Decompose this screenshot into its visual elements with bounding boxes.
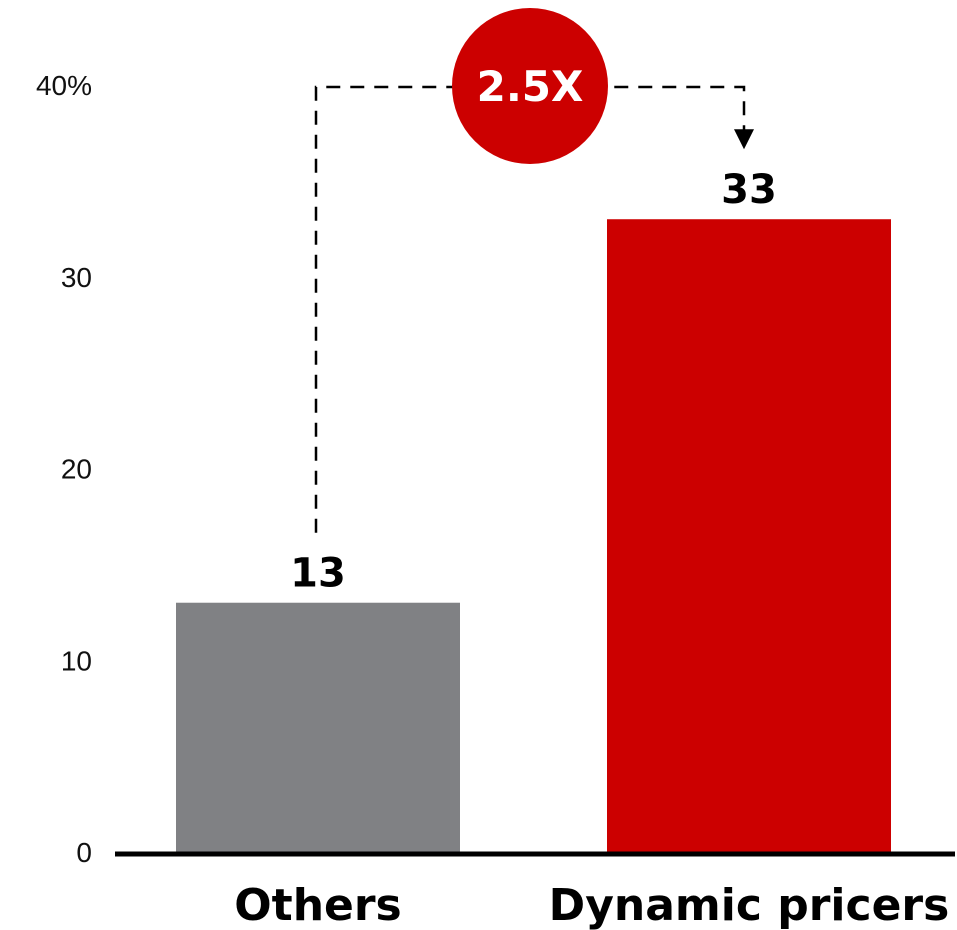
value-label: 13: [290, 551, 346, 597]
bar-dynamic-pricers: [607, 219, 891, 853]
multiplier-badge: [452, 8, 608, 164]
category-labels: Others Dynamic pricers: [234, 880, 949, 930]
category-label: Others: [234, 880, 402, 930]
category-label: Dynamic pricers: [549, 880, 950, 930]
multiplier-badge-label: 2.5X: [477, 62, 584, 111]
y-tick-label: 30: [61, 262, 92, 293]
bar-others: [176, 602, 460, 852]
arrow-down-icon: [734, 129, 754, 150]
y-axis-ticks: 0 10 20 30 40%: [36, 70, 92, 868]
y-tick-label: 40%: [36, 70, 92, 101]
bars: [176, 219, 891, 853]
comparison-annotation: 2.5X: [314, 8, 754, 533]
y-tick-label: 0: [76, 837, 92, 868]
value-labels: 13 33: [290, 167, 777, 596]
y-tick-label: 10: [61, 645, 92, 676]
y-tick-label: 20: [61, 454, 92, 485]
value-label: 33: [721, 167, 777, 213]
